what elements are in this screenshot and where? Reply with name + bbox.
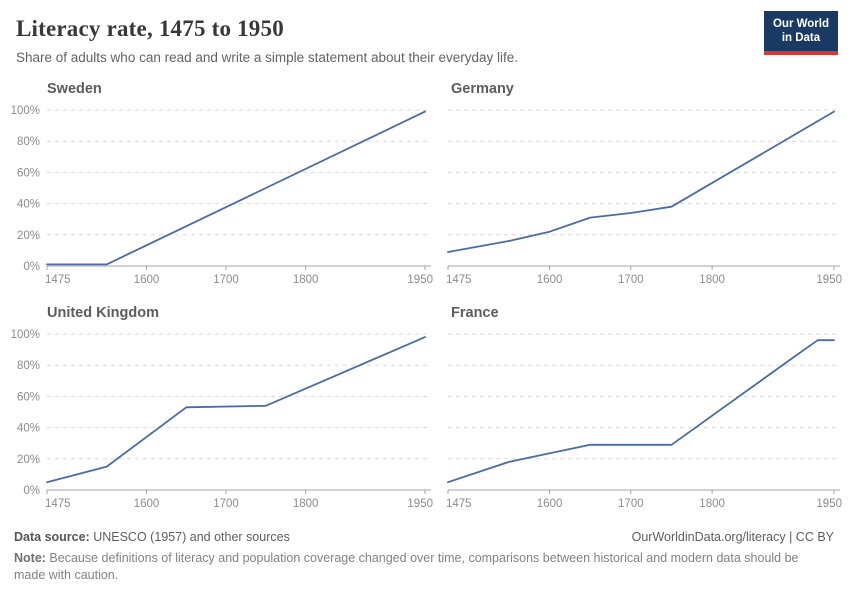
data-source-label: Data source: — [14, 530, 90, 544]
literacy-line — [46, 110, 426, 266]
y-tick-label: 20% — [17, 454, 40, 466]
credit-link: OurWorldinData.org/literacy | CC BY — [631, 530, 834, 544]
x-tick-label: 1600 — [134, 498, 160, 510]
x-tick-label: 1600 — [537, 498, 563, 510]
x-tick-label: 1800 — [699, 274, 725, 286]
x-tick-label: 1475 — [446, 274, 472, 286]
footnote: Note: Because definitions of literacy an… — [14, 550, 806, 584]
x-tick-label: 1600 — [134, 274, 160, 286]
literacy-line — [447, 110, 835, 253]
footnote-label: Note: — [14, 551, 46, 565]
data-source-text: UNESCO (1957) and other sources — [89, 530, 290, 544]
y-tick-label: 0% — [23, 485, 40, 497]
x-tick-label: 1700 — [618, 498, 644, 510]
facet-svg: 1475 1600 1700 1800 1950 — [446, 333, 842, 510]
y-tick-label: 60% — [17, 167, 40, 179]
x-tick-label: 1600 — [537, 274, 563, 286]
y-tick-label: 40% — [17, 199, 40, 211]
y-tick-label: 80% — [17, 136, 40, 148]
y-tick-label: 100% — [11, 329, 40, 341]
y-tick-label: 100% — [11, 105, 40, 117]
y-tick-label: 20% — [17, 230, 40, 242]
x-tick-label: 1475 — [45, 274, 71, 286]
x-tick-label: 1950 — [407, 274, 433, 286]
owid-logo-line1: Our World — [772, 18, 829, 30]
facet-svg: 0% 20% 40% 60% 80% 100% 1475 1600 1700 1800 1950 — [11, 105, 433, 286]
x-tick-label: 1475 — [446, 498, 472, 510]
facet-svg: 0% 20% 40% 60% 80% 100% 1475 1600 1700 1800 1950 — [11, 329, 433, 510]
literacy-line — [46, 336, 426, 484]
footnote-text: Because definitions of literacy and popu… — [14, 551, 799, 582]
chart-united-kingdom: 0% 20% 40% 60% 80% 100% 1475 1600 1700 1800 1950 — [11, 326, 433, 516]
chart-footer: Data source: UNESCO (1957) and other sou… — [14, 530, 834, 584]
y-tick-label: 0% — [23, 261, 40, 273]
x-tick-label: 1950 — [816, 274, 842, 286]
chart-panel-united-kingdom: United Kingdom 0% 20% 40% 60% 80% 100% 1475 160… — [11, 305, 433, 516]
chart-title-sweden: Sweden — [47, 81, 102, 97]
chart-france: 1475 1600 1700 1800 1950 — [446, 326, 845, 516]
literacy-line — [447, 339, 835, 484]
x-tick-label: 1475 — [45, 498, 71, 510]
y-tick-label: 40% — [17, 423, 40, 435]
owid-logo: Our World in Data — [763, 11, 838, 55]
x-tick-label: 1700 — [213, 498, 239, 510]
chart-germany: 1475 1600 1700 1800 1950 — [446, 102, 845, 292]
chart-panel-france: France 1475 1600 1700 1800 1950 — [446, 305, 845, 516]
chart-title-germany: Germany — [451, 81, 514, 97]
x-tick-label: 1950 — [816, 498, 842, 510]
chart-sweden: 0% 20% 40% 60% 80% 100% 1475 1600 1700 1800 1950 — [11, 102, 433, 292]
x-tick-label: 1700 — [618, 274, 644, 286]
x-tick-label: 1950 — [407, 498, 433, 510]
owid-logo-line2: in Data — [781, 32, 821, 45]
x-tick-label: 1800 — [293, 274, 319, 286]
data-source: Data source: UNESCO (1957) and other sou… — [14, 530, 290, 544]
x-tick-label: 1800 — [699, 498, 725, 510]
charts-row-bottom: United Kingdom 0% 20% 40% 60% 80% 100% 1475 160… — [11, 305, 842, 516]
page-title: Literacy rate, 1475 to 1950 — [16, 16, 284, 41]
chart-subtitle: Share of adults who can read and write a… — [16, 50, 519, 65]
chart-title-france: France — [451, 305, 499, 321]
x-tick-label: 1800 — [293, 498, 319, 510]
y-tick-label: 60% — [17, 391, 40, 403]
x-tick-label: 1700 — [213, 274, 239, 286]
facet-svg: 1475 1600 1700 1800 1950 — [446, 109, 842, 286]
chart-panel-sweden: Sweden 0% 20% 40% 60% 80% 100% 1475 1600 1700 180… — [11, 81, 433, 292]
chart-title-united-kingdom: United Kingdom — [47, 305, 159, 321]
y-tick-label: 80% — [17, 360, 40, 372]
charts-row-top: Sweden 0% 20% 40% 60% 80% 100% 1475 1600 1700 180… — [11, 81, 842, 292]
chart-panel-germany: Germany 1475 1600 1700 1800 1950 — [446, 81, 845, 292]
